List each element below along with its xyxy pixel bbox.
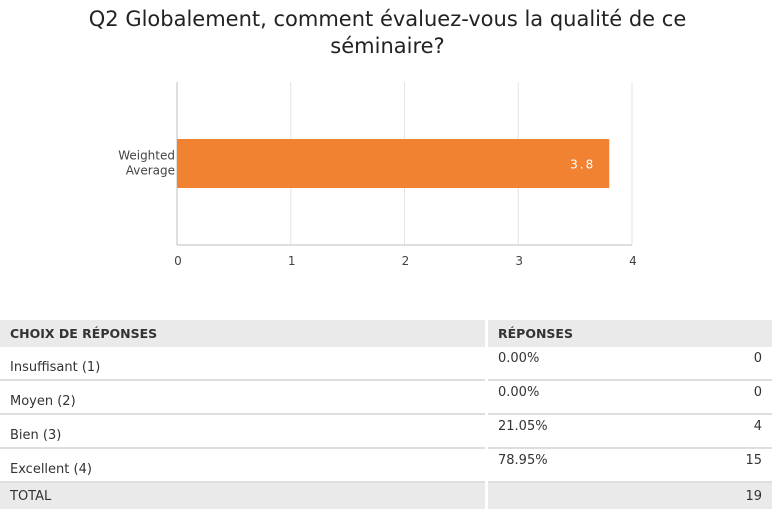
total-label: TOTAL	[0, 482, 487, 509]
question-title: Q2 Globalement, comment évaluez-vous la …	[0, 6, 775, 60]
responses-table: CHOIX DE RÉPONSES RÉPONSES Insuffisant (…	[0, 320, 772, 509]
total-spacer	[485, 482, 708, 509]
category-label-line: Average	[126, 164, 175, 178]
row-count: 0	[708, 347, 772, 381]
weighted-average-chart: 0 1 2 3 4 3.8 Weighted Average	[118, 82, 637, 268]
x-tick-label: 4	[629, 254, 637, 268]
row-percent: 0.00%	[485, 380, 708, 415]
table-total-row: TOTAL 19	[0, 482, 772, 509]
question-title-line-1: Q2 Globalement, comment évaluez-vous la …	[88, 7, 687, 31]
row-percent: 0.00%	[485, 347, 708, 381]
row-count: 15	[708, 448, 772, 483]
row-percent: 78.95%	[485, 448, 708, 483]
row-label: Excellent (4)	[0, 448, 487, 483]
category-label: Weighted Average	[118, 149, 175, 178]
row-count: 4	[708, 414, 772, 449]
table-row: Moyen (2) 0.00% 0	[0, 380, 772, 415]
question-title-line-2: séminaire?	[330, 34, 445, 58]
x-tick-label: 0	[174, 254, 182, 268]
table-row: Insuffisant (1) 0.00% 0	[0, 347, 772, 381]
x-tick-label: 2	[402, 254, 410, 268]
total-count: 19	[708, 482, 772, 509]
x-tick-label: 3	[515, 254, 523, 268]
table-body: Insuffisant (1) 0.00% 0 Moyen (2) 0.00% …	[0, 347, 772, 509]
table-row: Excellent (4) 78.95% 15	[0, 448, 772, 483]
bar	[177, 139, 610, 188]
table-row: Bien (3) 21.05% 4	[0, 414, 772, 449]
row-label: Moyen (2)	[0, 380, 487, 415]
row-label: Bien (3)	[0, 414, 487, 449]
bar-data-label: 3.8	[570, 158, 595, 172]
row-count: 0	[708, 380, 772, 415]
header-responses: RÉPONSES	[485, 320, 772, 347]
row-label: Insuffisant (1)	[0, 347, 487, 381]
header-choice: CHOIX DE RÉPONSES	[0, 320, 487, 347]
category-label-line: Weighted	[118, 149, 175, 163]
table-header-row: CHOIX DE RÉPONSES RÉPONSES	[0, 320, 772, 347]
row-percent: 21.05%	[485, 414, 708, 449]
x-tick-label: 1	[288, 254, 296, 268]
